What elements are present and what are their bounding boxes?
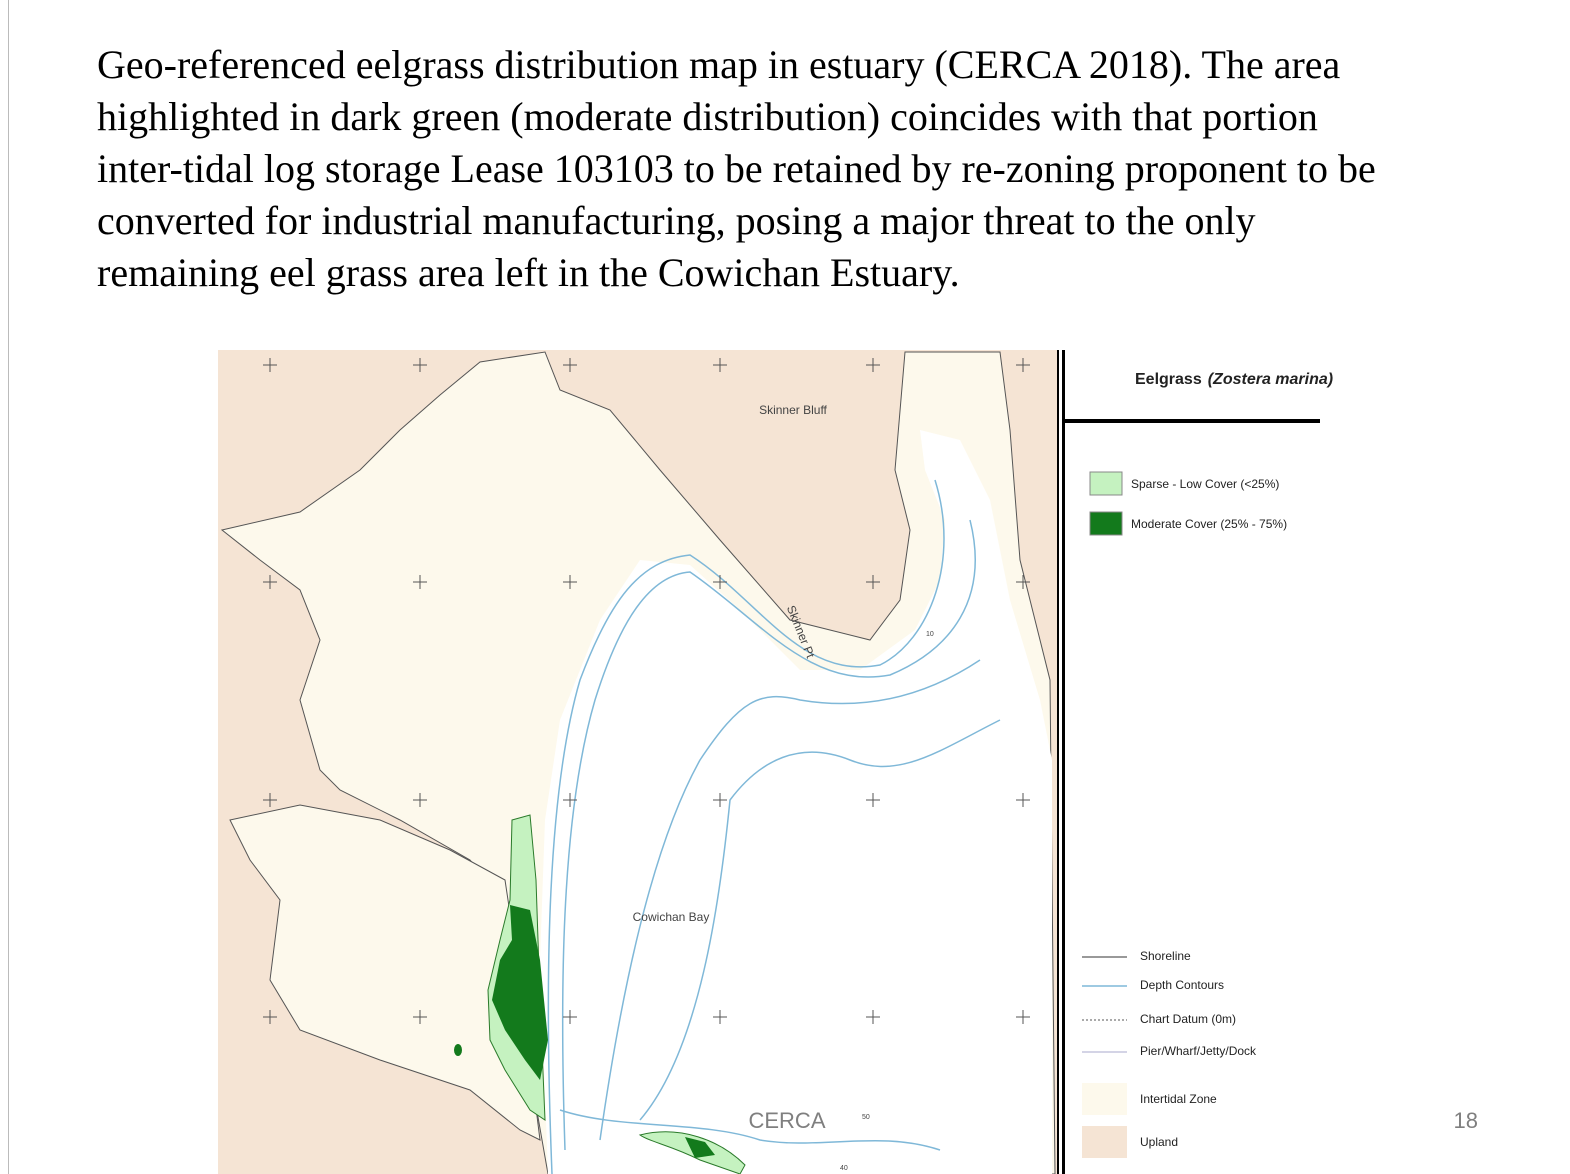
water bbox=[540, 430, 1052, 1174]
graticule-cross bbox=[263, 793, 277, 807]
legend-label: Pier/Wharf/Jetty/Dock bbox=[1140, 1044, 1257, 1058]
depth-label: 40 bbox=[840, 1165, 848, 1172]
graticule-cross bbox=[1016, 1010, 1030, 1024]
depth-contour bbox=[599, 659, 981, 1141]
graticule-cross bbox=[563, 575, 577, 589]
caption-line: highlighted in dark green (moderate dist… bbox=[97, 94, 1318, 139]
depth-contour bbox=[559, 1109, 941, 1151]
graticule-cross bbox=[713, 358, 727, 372]
graticule-cross bbox=[263, 575, 277, 589]
legend-label: Moderate Cover (25% - 75%) bbox=[1131, 517, 1287, 531]
graticule-cross bbox=[713, 575, 727, 589]
graticule-cross bbox=[866, 358, 880, 372]
graticule-cross bbox=[413, 793, 427, 807]
slide-edge bbox=[8, 0, 9, 1174]
caption: Geo-referenced eelgrass distribution map… bbox=[97, 39, 1537, 299]
map-frame-gap bbox=[1059, 350, 1062, 1174]
graticule-cross bbox=[563, 793, 577, 807]
legend-title-species: (Zostera marina) bbox=[1208, 371, 1333, 388]
graticule-cross bbox=[866, 793, 880, 807]
graticule-cross bbox=[413, 358, 427, 372]
depth-label: 50 bbox=[862, 1114, 870, 1121]
legend-swatch bbox=[1089, 471, 1123, 496]
graticule-cross bbox=[263, 358, 277, 372]
graticule-cross bbox=[1016, 575, 1030, 589]
legend-label: Upland bbox=[1140, 1135, 1178, 1149]
graticule-cross bbox=[563, 358, 577, 372]
depth-label: 10 bbox=[926, 631, 934, 638]
graticule-cross bbox=[563, 1010, 577, 1024]
footer-left: CERCA bbox=[748, 1108, 825, 1133]
eelgrass-moderate bbox=[454, 1044, 462, 1056]
eelgrass-sparse bbox=[638, 1131, 746, 1174]
graticule-cross bbox=[413, 1010, 427, 1024]
legend-label: Chart Datum (0m) bbox=[1140, 1012, 1236, 1026]
legend: Eelgrass (Zostera marina) Sparse - Low Cov… bbox=[1065, 371, 1333, 1158]
graticule-cross bbox=[1016, 358, 1030, 372]
graticule-cross bbox=[713, 1010, 727, 1024]
graticule-cross bbox=[866, 575, 880, 589]
eelgrass-moderate bbox=[685, 1137, 715, 1158]
legend-label: Shoreline bbox=[1140, 949, 1191, 963]
intertidal-zone bbox=[229, 804, 541, 1141]
caption-line: converted for industrial manufacturing, … bbox=[97, 198, 1256, 243]
legend-title-text: Eelgrass bbox=[1135, 371, 1202, 388]
legend-label: Depth Contours bbox=[1140, 978, 1224, 992]
legend-rule bbox=[1065, 419, 1320, 423]
legend-label: Sparse - Low Cover (<25%) bbox=[1131, 477, 1279, 491]
depth-contour bbox=[547, 479, 945, 1174]
graticule-cross bbox=[866, 1010, 880, 1024]
legend-label: Intertidal Zone bbox=[1140, 1092, 1217, 1106]
eelgrass-moderate bbox=[492, 905, 548, 1080]
depth-contour bbox=[561, 519, 976, 1151]
graticule-cross bbox=[263, 1010, 277, 1024]
graticule-cross bbox=[713, 793, 727, 807]
page-number: 18 bbox=[1454, 1108, 1478, 1133]
legend-swatch bbox=[1082, 1083, 1127, 1115]
caption-line: inter-tidal log storage Lease 103103 to … bbox=[97, 146, 1376, 191]
caption-line: Geo-referenced eelgrass distribution map… bbox=[97, 42, 1341, 87]
caption-line: remaining eel grass area left in the Cow… bbox=[97, 250, 960, 295]
legend-swatch bbox=[1089, 511, 1123, 536]
legend-swatch bbox=[1082, 1126, 1127, 1158]
graticule-cross bbox=[413, 575, 427, 589]
place-label: Skinner Bluff bbox=[759, 403, 827, 417]
depth-contour bbox=[639, 719, 1001, 1121]
place-label: Cowichan Bay bbox=[633, 910, 710, 924]
graticule-cross bbox=[1016, 793, 1030, 807]
legend-title: Eelgrass (Zostera marina) bbox=[1135, 371, 1333, 388]
